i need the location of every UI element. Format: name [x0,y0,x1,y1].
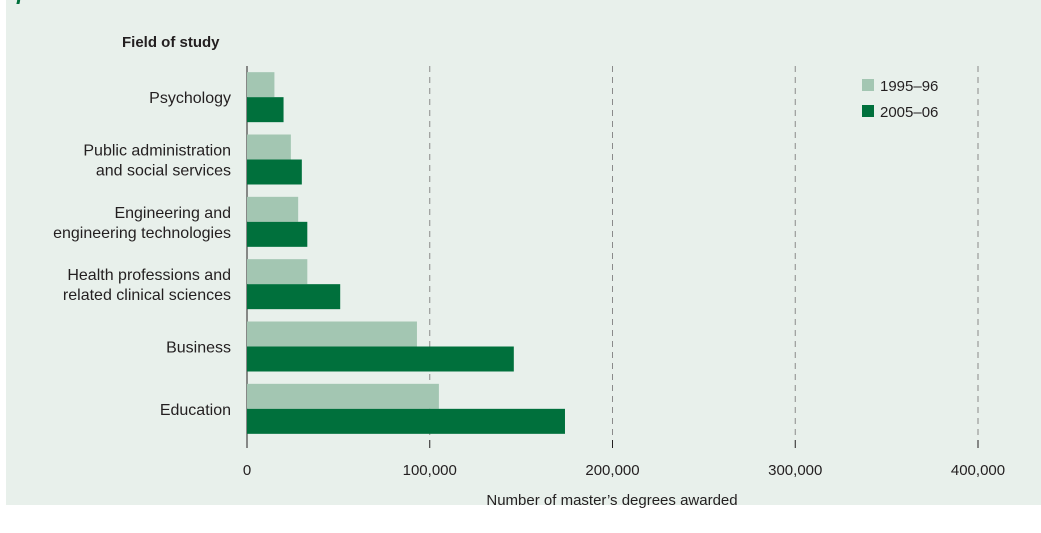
bar-dark [247,346,514,372]
category-labels: Psychology Public administration and socia… [53,90,231,419]
x-tick-label: 300,000 [768,462,822,479]
bars [247,72,565,434]
bar-light [247,72,275,98]
bar-light [247,196,299,222]
bar-dark [247,97,284,123]
category-label: related clinical sciences [63,287,231,304]
legend-swatch [862,79,874,91]
x-axis-title: Number of master’s degrees awarded [486,492,737,509]
x-tick-label: 200,000 [585,462,639,479]
x-tick-label: 0 [243,462,251,479]
bar-dark [247,408,565,434]
category-label: Psychology [149,90,231,107]
category-label: Health professions and [67,267,231,284]
x-tick-labels: 0 100,000 200,000 300,000 400,000 [243,440,1005,479]
category-label: engineering technologies [53,225,231,242]
legend-label: 2005–06 [880,104,938,121]
bar-dark [247,284,341,310]
category-label: Business [166,340,231,357]
gridlines [246,66,979,440]
bar-dark [247,159,302,185]
legend-swatch [862,105,874,117]
x-tick-label: 400,000 [951,462,1005,479]
bar-dark [247,221,308,247]
category-label: and social services [96,163,231,180]
y-axis-title: Field of study [122,34,220,51]
category-label: Public administration [83,143,231,160]
bar-light [247,259,308,285]
category-label: Engineering and [114,205,231,222]
legend-label: 1995–96 [880,78,938,95]
legend: 1995–96 2005–06 [862,78,938,121]
bar-light [247,383,439,409]
bar-light [247,134,291,160]
title-fragment-glyph: ) [14,0,38,4]
bar-light [247,321,417,347]
category-label: Education [160,402,231,419]
x-tick-label: 100,000 [403,462,457,479]
